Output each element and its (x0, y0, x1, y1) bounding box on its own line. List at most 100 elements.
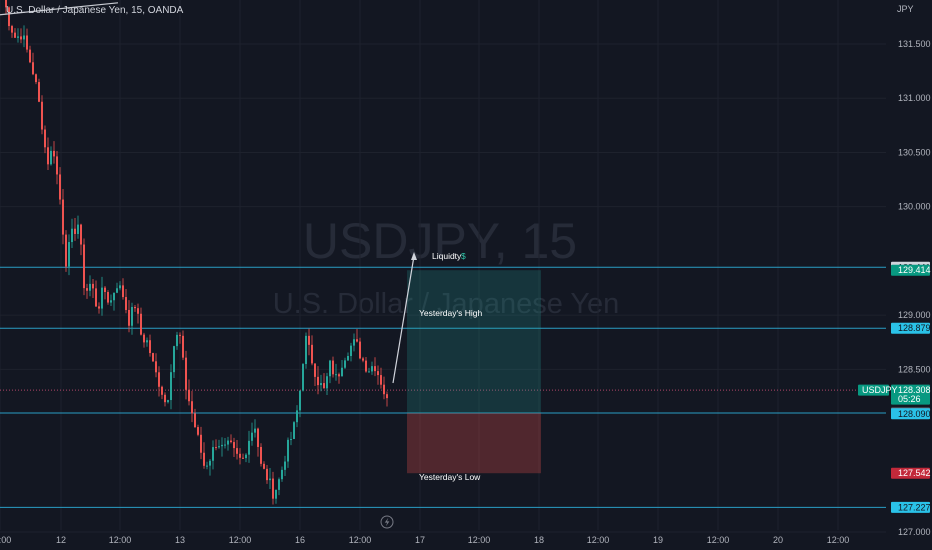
price-tag-label: 128.879 (898, 323, 931, 333)
x-tick-label: 12:00 (109, 535, 132, 545)
x-tick-label: 18 (534, 535, 544, 545)
candle (293, 422, 295, 440)
candle (290, 439, 292, 441)
candle (47, 147, 49, 165)
candle (329, 360, 331, 377)
candle (56, 156, 58, 175)
candle (143, 334, 145, 343)
candle (59, 174, 61, 200)
candle (194, 413, 196, 428)
candle (164, 394, 166, 403)
y-tick-label: 131.000 (898, 93, 931, 103)
candle (251, 432, 253, 441)
candle (215, 447, 217, 449)
x-tick-label: 12:00 (349, 535, 372, 545)
drawings[interactable]: Liquidty $ Yesterday's High Yesterday's Low (0, 2, 482, 482)
candle (365, 360, 367, 372)
candle (359, 341, 361, 359)
candle (104, 287, 106, 293)
candle (308, 335, 310, 345)
price-tag (891, 467, 930, 479)
dollar-icon: $ (461, 251, 466, 261)
candle (332, 360, 334, 375)
yesterday-high-label: Yesterday's High (419, 308, 482, 318)
candle (227, 440, 229, 445)
candle (245, 454, 247, 459)
candle (344, 360, 346, 368)
x-tick-label: 12:00 (468, 535, 491, 545)
candle (368, 371, 370, 373)
candle (5, 0, 7, 8)
arrow-head (411, 252, 417, 260)
candle (113, 292, 115, 301)
currency-label: JPY (897, 4, 914, 14)
long-position-tool[interactable] (407, 270, 541, 474)
candle (137, 308, 139, 314)
candle (266, 468, 268, 481)
symbol-legend[interactable]: U.S. Dollar / Japanese Yen, 15, OANDA (6, 5, 184, 16)
price-axis[interactable]: JPY 131.500 131.000 130.500 130.000 129.000 12… (897, 4, 931, 537)
candle (167, 400, 169, 403)
candle (71, 228, 73, 243)
price-tag (891, 322, 930, 334)
candle (197, 427, 199, 435)
candle (347, 355, 349, 361)
candle (152, 353, 154, 362)
stop-zone (407, 413, 541, 474)
price-tag (891, 384, 930, 405)
x-tick-label: 16 (295, 535, 305, 545)
candle (335, 374, 337, 376)
candle (374, 366, 376, 372)
x-tick-label: 00:00 (0, 535, 11, 545)
candle (371, 366, 373, 372)
candle (134, 306, 136, 309)
candle (299, 390, 301, 411)
grid (0, 0, 886, 533)
lightning-icon[interactable] (380, 515, 394, 529)
candle (317, 376, 319, 386)
candle (62, 199, 64, 235)
candle (50, 150, 52, 165)
candle (242, 457, 244, 459)
candle (287, 439, 289, 462)
candle (77, 224, 79, 234)
candle (68, 242, 70, 267)
candle (35, 74, 37, 83)
candle (161, 386, 163, 395)
candle (149, 340, 151, 354)
arrow-line (392, 255, 415, 384)
candle (110, 300, 112, 303)
candle (221, 444, 223, 447)
candle (188, 389, 190, 402)
candle (200, 434, 202, 453)
y-tick-label: 130.500 (898, 147, 931, 157)
candle (29, 49, 31, 63)
candle (383, 384, 385, 395)
candle (386, 394, 388, 399)
candle (236, 448, 238, 454)
candle (248, 440, 250, 455)
watermark: USDJPY, 15 U.S. Dollar / Japanese Yen (273, 213, 620, 320)
candle (269, 478, 271, 481)
x-tick-label: 12:00 (827, 535, 850, 545)
candle (182, 335, 184, 358)
liquidity-label: Liquidty (432, 251, 462, 261)
symbol-badge-label: USDJPY (862, 385, 898, 395)
candle (326, 376, 328, 389)
candle (311, 344, 313, 364)
candle (98, 306, 100, 309)
time-axis[interactable]: 00:00 12 12:00 13 12:00 16 12:00 17 12:00 18 12:00… (0, 535, 849, 545)
x-tick-label: 12:00 (587, 535, 610, 545)
candle (20, 36, 22, 40)
candle (230, 440, 232, 443)
y-tick-label: 130.000 (898, 202, 931, 212)
candle (23, 35, 25, 40)
candle (17, 36, 19, 38)
candle (107, 292, 109, 303)
x-tick-label: 20 (773, 535, 783, 545)
candle (338, 374, 340, 377)
candle (41, 101, 43, 130)
candle (320, 383, 322, 386)
